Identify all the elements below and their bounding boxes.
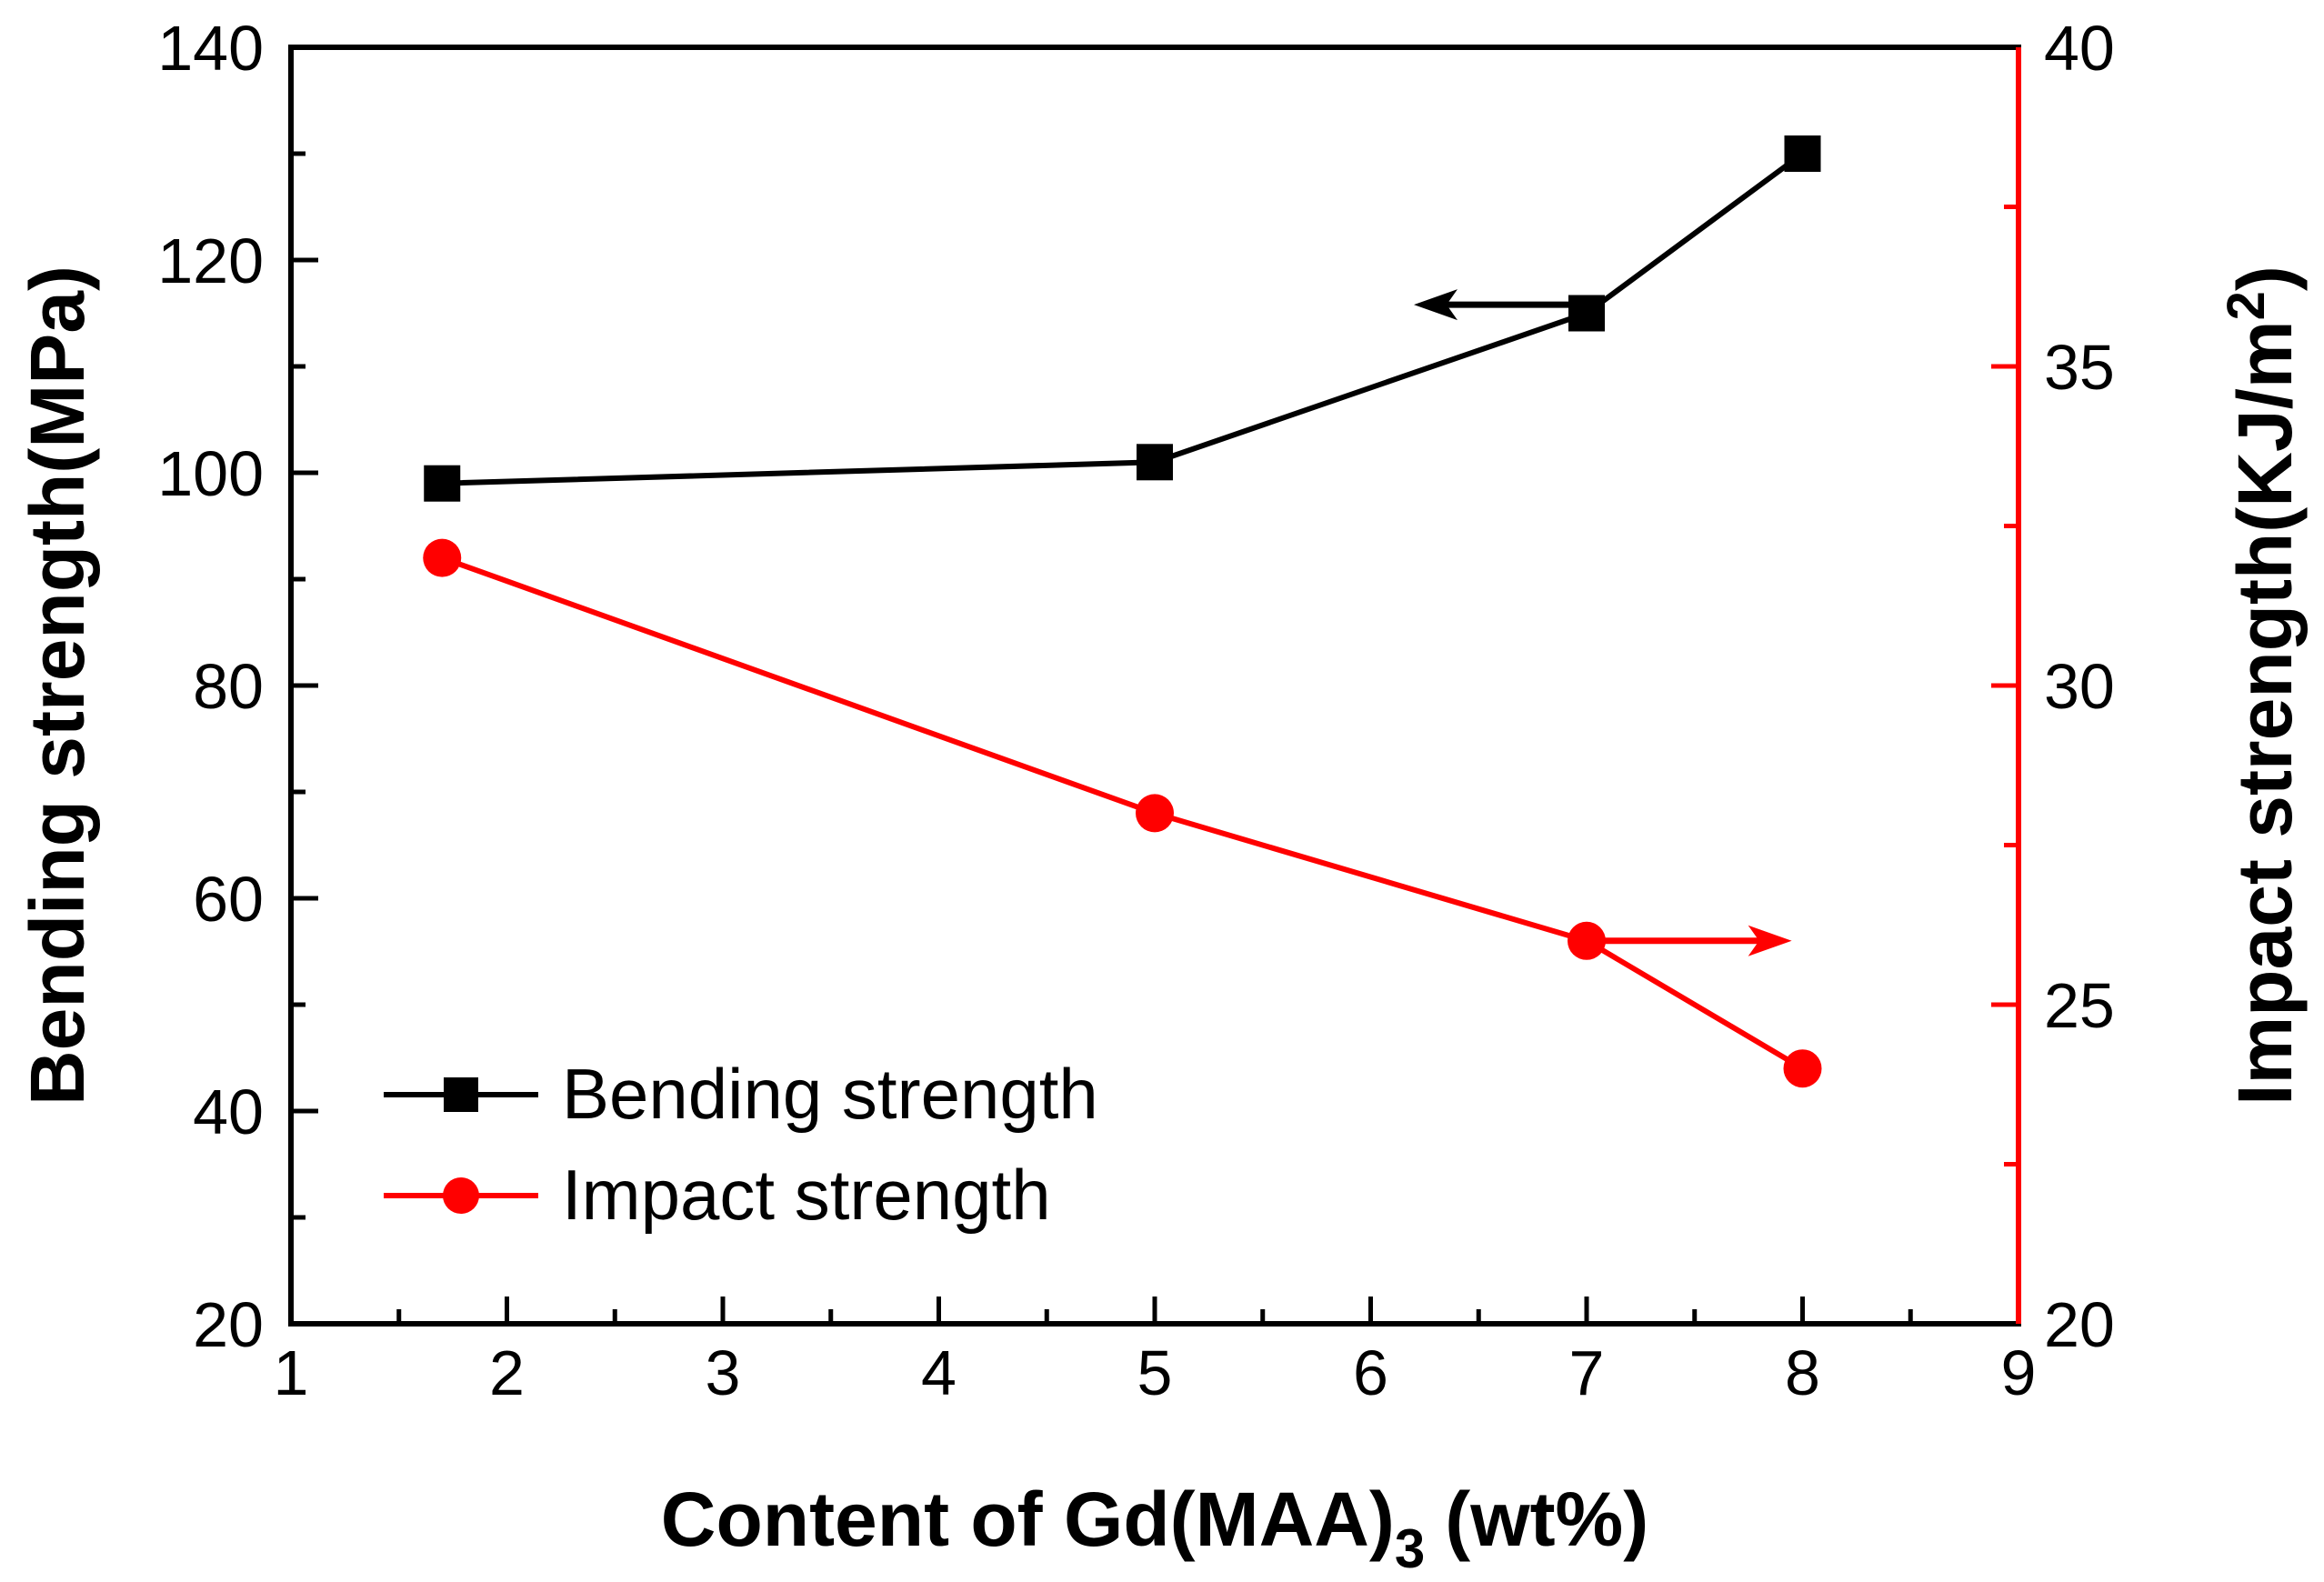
series-line-bending — [442, 151, 1805, 486]
y-right-axis-title: Impact strength(KJ/m2) — [2217, 265, 2308, 1106]
x-tick-labels: 1 2 3 4 5 6 7 8 9 — [274, 1337, 2037, 1408]
x-axis-title: Content of Gd(MAA)3 (wt%) — [661, 1477, 1648, 1579]
y-left-tick-label: 100 — [157, 438, 264, 509]
legend-marker-bending — [444, 1077, 478, 1112]
axis-ticks — [288, 45, 2021, 1327]
x-tick-label: 9 — [2001, 1337, 2037, 1408]
plot-frame — [288, 45, 2021, 1327]
impact-data-point — [1568, 921, 1606, 960]
impact-data-point — [1783, 1049, 1822, 1088]
y-left-tick-label: 20 — [193, 1289, 264, 1360]
y-right-tick-labels: 20 25 30 35 40 — [2044, 13, 2115, 1360]
legend: Bending strength Impact strength — [384, 1054, 1098, 1235]
y-right-tick-label: 20 — [2044, 1289, 2115, 1360]
y-right-axis-title-main: Impact strength(KJ/m — [2222, 320, 2308, 1105]
y-left-axis-title: Bending strength(MPa) — [15, 265, 100, 1106]
legend-label-impact: Impact strength — [562, 1155, 1051, 1235]
x-tick-label: 8 — [1785, 1337, 1820, 1408]
x-tick-label: 6 — [1353, 1337, 1388, 1408]
x-axis-title-unit: (wt%) — [1445, 1477, 1648, 1562]
y-left-tick-labels: 20 40 60 80 100 120 140 — [157, 13, 264, 1360]
y-left-tick-label: 120 — [157, 225, 264, 296]
y-left-tick-label: 80 — [193, 651, 264, 722]
legend-label-bending: Bending strength — [562, 1054, 1098, 1134]
y-left-tick-label: 140 — [157, 13, 264, 84]
x-axis-title-subscript: 3 — [1395, 1518, 1425, 1579]
x-tick-label: 2 — [489, 1337, 525, 1408]
bending-data-point — [1784, 135, 1821, 172]
x-tick-label: 7 — [1569, 1337, 1605, 1408]
impact-data-point — [423, 538, 462, 577]
y-right-tick-label: 40 — [2044, 13, 2115, 84]
y-right-axis-title-close: ) — [2222, 265, 2308, 291]
x-tick-label: 4 — [921, 1337, 957, 1408]
bending-data-point — [1568, 295, 1605, 332]
y-left-tick-label: 60 — [193, 864, 264, 935]
x-tick-label: 1 — [274, 1337, 309, 1408]
x-tick-label: 3 — [706, 1337, 741, 1408]
y-left-tick-label: 40 — [193, 1076, 264, 1147]
direction-arrow-head — [1414, 289, 1458, 321]
bending-data-point — [1137, 444, 1173, 481]
x-tick-label: 5 — [1137, 1337, 1173, 1408]
impact-data-point — [1136, 794, 1174, 833]
series-line-impact — [441, 555, 1805, 1071]
bending-data-point — [424, 465, 461, 502]
series-layer — [423, 135, 1822, 1088]
y-right-tick-label: 25 — [2044, 970, 2115, 1041]
x-axis-title-main: Content of Gd(MAA) — [661, 1477, 1395, 1562]
y-right-tick-label: 35 — [2044, 332, 2115, 403]
y-right-tick-label: 30 — [2044, 651, 2115, 722]
direction-arrow-head — [1748, 925, 1792, 956]
y-right-axis-title-superscript: 2 — [2217, 291, 2276, 320]
legend-marker-impact — [443, 1177, 479, 1214]
